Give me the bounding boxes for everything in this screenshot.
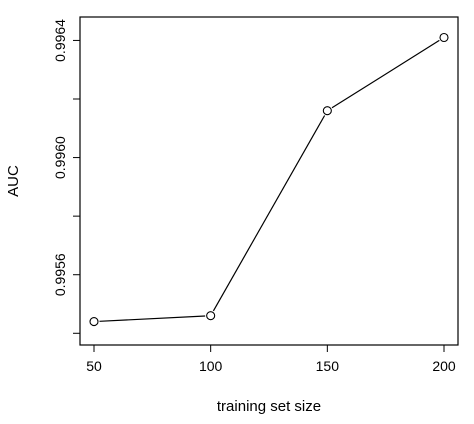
x-tick-label: 200	[432, 358, 456, 374]
y-tick-label: 0.9964	[52, 19, 68, 62]
series-segment	[331, 39, 440, 109]
y-axis-label: AUC	[5, 165, 22, 197]
plot-frame	[79, 16, 459, 346]
series-segment	[212, 115, 326, 312]
data-point	[206, 311, 216, 321]
y-axis: 0.9956 0.9960 0.9964	[52, 19, 80, 334]
x-tick-label: 100	[199, 358, 223, 374]
series-auc	[89, 32, 449, 327]
x-tick-label: 150	[316, 358, 340, 374]
series-segment	[99, 315, 206, 322]
x-axis: 50 100 150 200	[86, 345, 456, 374]
data-point	[89, 317, 99, 327]
x-axis-label: training set size	[217, 398, 321, 415]
y-tick-label: 0.9956	[52, 253, 68, 296]
x-tick-label: 50	[86, 358, 102, 374]
y-tick-label: 0.9960	[52, 136, 68, 179]
data-point	[439, 32, 449, 43]
data-point	[322, 106, 332, 116]
